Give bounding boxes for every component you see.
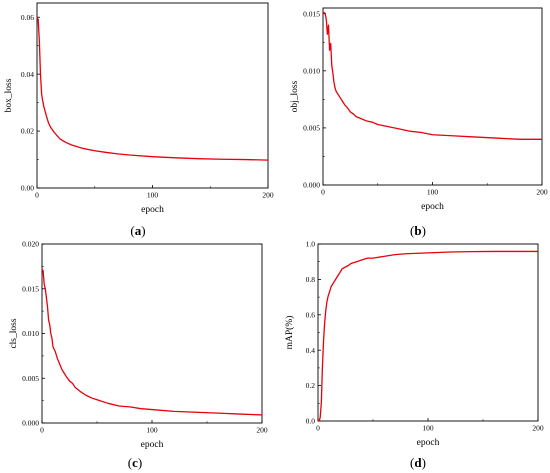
plot-frame: [41, 243, 263, 424]
y-tick-label: 0.010: [22, 329, 39, 338]
y-tick-label: 0.02: [21, 127, 34, 136]
x-axis-label: epoch: [141, 205, 164, 215]
y-axis-label: box_loss: [4, 78, 14, 112]
y-axis-label: obj_loss: [290, 80, 300, 112]
y-tick-label: 0.2: [306, 381, 316, 390]
plot-frame: [317, 243, 539, 422]
x-tick-label: 0: [321, 188, 325, 197]
y-tick-label: 0.06: [21, 13, 34, 22]
chart-panel-c: 0.000 0.005 0.010 0.015 0.020 0 100 200 epoch cls…: [9, 240, 268, 470]
plot-frame: [322, 7, 543, 186]
x-tick-label: 0: [40, 426, 44, 435]
chart-panel-d: 0.0 0.2 0.4 0.6 0.8 1.0 0 100 200 epoch mAP(%) (d): [284, 240, 544, 470]
panel-label: (b): [410, 223, 426, 238]
y-tick-label: 0.000: [22, 419, 39, 428]
x-axis-label: epoch: [421, 202, 444, 212]
series-line: [41, 268, 263, 416]
y-tick-label: 1.0: [306, 240, 316, 249]
x-tick-label: 200: [536, 188, 548, 197]
x-tick-label: 0: [35, 191, 39, 200]
y-tick-label: 0.04: [21, 70, 34, 79]
x-tick-label: 0: [316, 424, 320, 433]
y-tick-label: 0.015: [22, 284, 39, 293]
y-tick-label: 0.010: [303, 66, 320, 75]
series-line: [36, 16, 269, 161]
x-tick-label: 200: [532, 424, 544, 433]
y-tick-label: 0.0: [306, 417, 316, 426]
y-tick-label: 0.020: [22, 240, 39, 249]
chart-panel-a: 0.00 0.02 0.04 0.06 0 100 200 epoch box_loss (a): [4, 2, 274, 238]
y-tick-label: 0.005: [303, 124, 320, 133]
y-tick-label: 0.000: [303, 181, 320, 190]
panel-label: (c): [128, 455, 142, 470]
x-tick-label: 200: [262, 191, 274, 200]
panel-label: (a): [130, 223, 145, 238]
panel-label: (d): [410, 455, 426, 470]
y-tick-label: 0.015: [303, 9, 320, 18]
y-tick-label: 0.8: [306, 275, 316, 284]
y-tick-label: 0.6: [306, 310, 316, 319]
x-axis-label: epoch: [417, 438, 440, 448]
y-tick-label: 0.00: [21, 184, 34, 193]
x-tick-label: 100: [422, 424, 434, 433]
series-line: [318, 250, 538, 422]
y-tick-label: 0.005: [22, 374, 39, 383]
x-tick-label: 100: [427, 188, 439, 197]
x-axis-label: epoch: [141, 440, 164, 450]
plot-frame: [36, 2, 269, 189]
y-tick-label: 0.4: [306, 346, 316, 355]
series-line: [322, 11, 542, 140]
chart-panel-b: 0.000 0.005 0.010 0.015 0 100 200 epoch obj_loss…: [290, 7, 548, 238]
x-tick-label: 100: [147, 191, 159, 200]
x-tick-label: 100: [146, 426, 158, 435]
x-tick-label: 200: [256, 426, 268, 435]
y-axis-label: mAP(%): [284, 316, 295, 350]
y-axis-label: cls_loss: [9, 318, 19, 348]
